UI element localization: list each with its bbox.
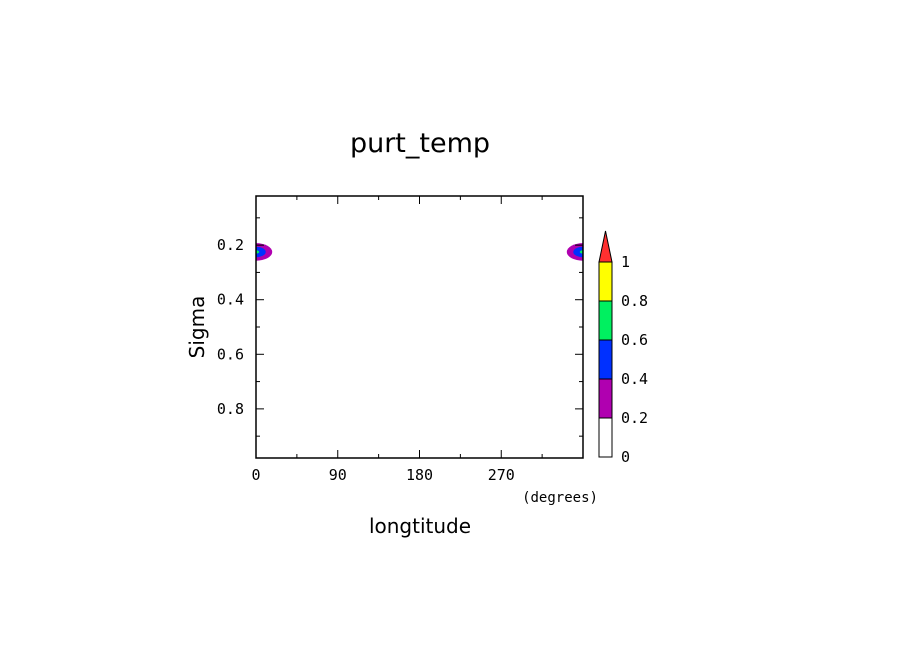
y-axis-label: Sigma <box>185 296 209 359</box>
y-tick-label: 0.4 <box>217 291 244 309</box>
colorbar-swatch <box>598 417 613 458</box>
x-axis-unit: (degrees) <box>522 490 598 506</box>
y-tick-label: 0.8 <box>217 400 244 418</box>
colorbar-level-label: 0 <box>621 448 630 466</box>
x-tick-label: 180 <box>406 466 433 484</box>
contour-band-1-2 <box>573 246 583 258</box>
colorbar-level-label: 0.2 <box>621 409 648 427</box>
x-tick-label: 90 <box>329 466 347 484</box>
y-tick-label: 0.2 <box>217 236 244 254</box>
colorbar: 0 0.2 0.4 0.6 0.8 1 <box>598 230 648 466</box>
x-tick-label: 0 <box>251 466 260 484</box>
y-axis-ticks: 0.2 0.4 0.6 0.8 <box>217 217 583 437</box>
colorbar-swatch <box>598 378 613 419</box>
colorbar-swatch <box>598 261 613 302</box>
x-axis-label: longtitude <box>369 514 471 538</box>
colorbar-swatch <box>598 300 613 341</box>
contour-band-1-3 <box>579 250 583 254</box>
colorbar-swatch <box>598 339 613 380</box>
colorbar-level-label: 1 <box>621 253 630 271</box>
contour-fills <box>256 243 583 261</box>
contour-band-0-2 <box>256 246 266 258</box>
chart-title: purt_temp <box>350 128 490 159</box>
y-tick-label: 0.6 <box>217 345 244 363</box>
colorbar-level-label: 0.8 <box>621 292 648 310</box>
contour-band-0-3 <box>256 250 260 254</box>
colorbar-extend-triangle <box>598 230 613 263</box>
x-axis-ticks: 0 90 180 270 <box>251 196 543 484</box>
plot-frame <box>256 196 583 458</box>
colorbar-level-label: 0.6 <box>621 331 648 349</box>
x-tick-label: 270 <box>488 466 515 484</box>
colorbar-level-label: 0.4 <box>621 370 648 388</box>
plot-area: 0 90 180 270 0.2 0.4 0.6 0.8 <box>217 195 584 484</box>
